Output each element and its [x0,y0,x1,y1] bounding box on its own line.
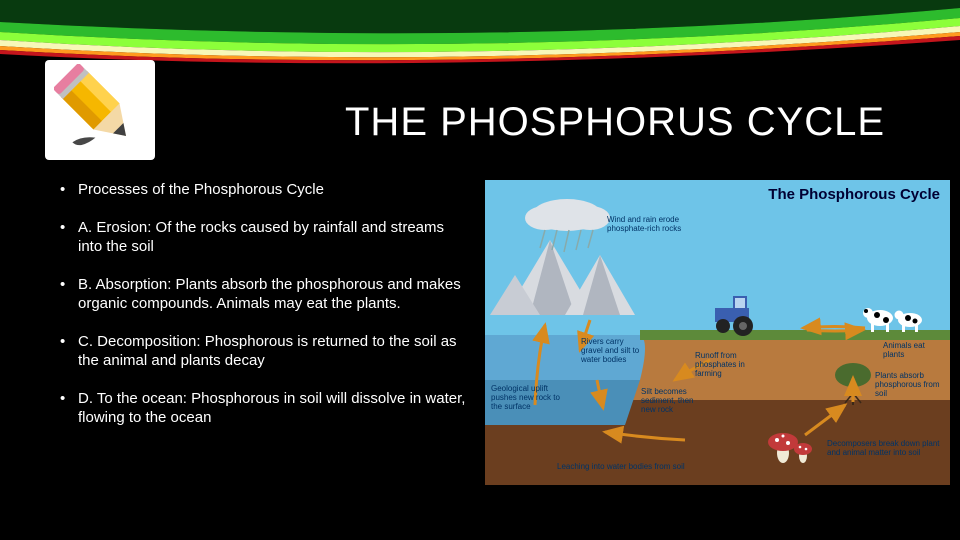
bullet-item: Processes of the Phosphorous Cycle [60,180,470,200]
bullet-item: A. Erosion: Of the rocks caused by rainf… [60,218,470,257]
bullet-item: B. Absorption: Plants absorb the phospho… [60,275,470,314]
label-leaching: Leaching into water bodies from soil [557,463,707,472]
label-wind-rain: Wind and rain erode phosphate-rich rocks [607,216,692,234]
pencil-icon [54,64,146,156]
slide-title: THE PHOSPHORUS CYCLE [345,100,885,145]
bullet-item: C. Decomposition: Phosphorous is returne… [60,332,470,371]
label-silt: Silt becomes sediment, then new rock [641,388,697,414]
label-animals: Animals eat plants [883,342,945,360]
label-plants-absorb: Plants absorb phosphorous from soil [875,372,945,398]
diagram-title: The Phosphorous Cycle [768,186,940,203]
label-rivers: Rivers carry gravel and silt to water bo… [581,338,641,364]
label-uplift: Geological uplift pushes new rock to the… [491,385,571,411]
label-runoff: Runoff from phosphates in farming [695,352,761,378]
label-decomposers: Decomposers break down plant and animal … [827,440,945,458]
pencil-icon-box [45,60,155,160]
bullet-list: Processes of the Phosphorous Cycle A. Er… [60,180,470,446]
bullet-item: D. To the ocean: Phosphorous in soil wil… [60,389,470,428]
cycle-diagram: The Phosphorous Cycle Wind and rain erod… [485,180,950,485]
